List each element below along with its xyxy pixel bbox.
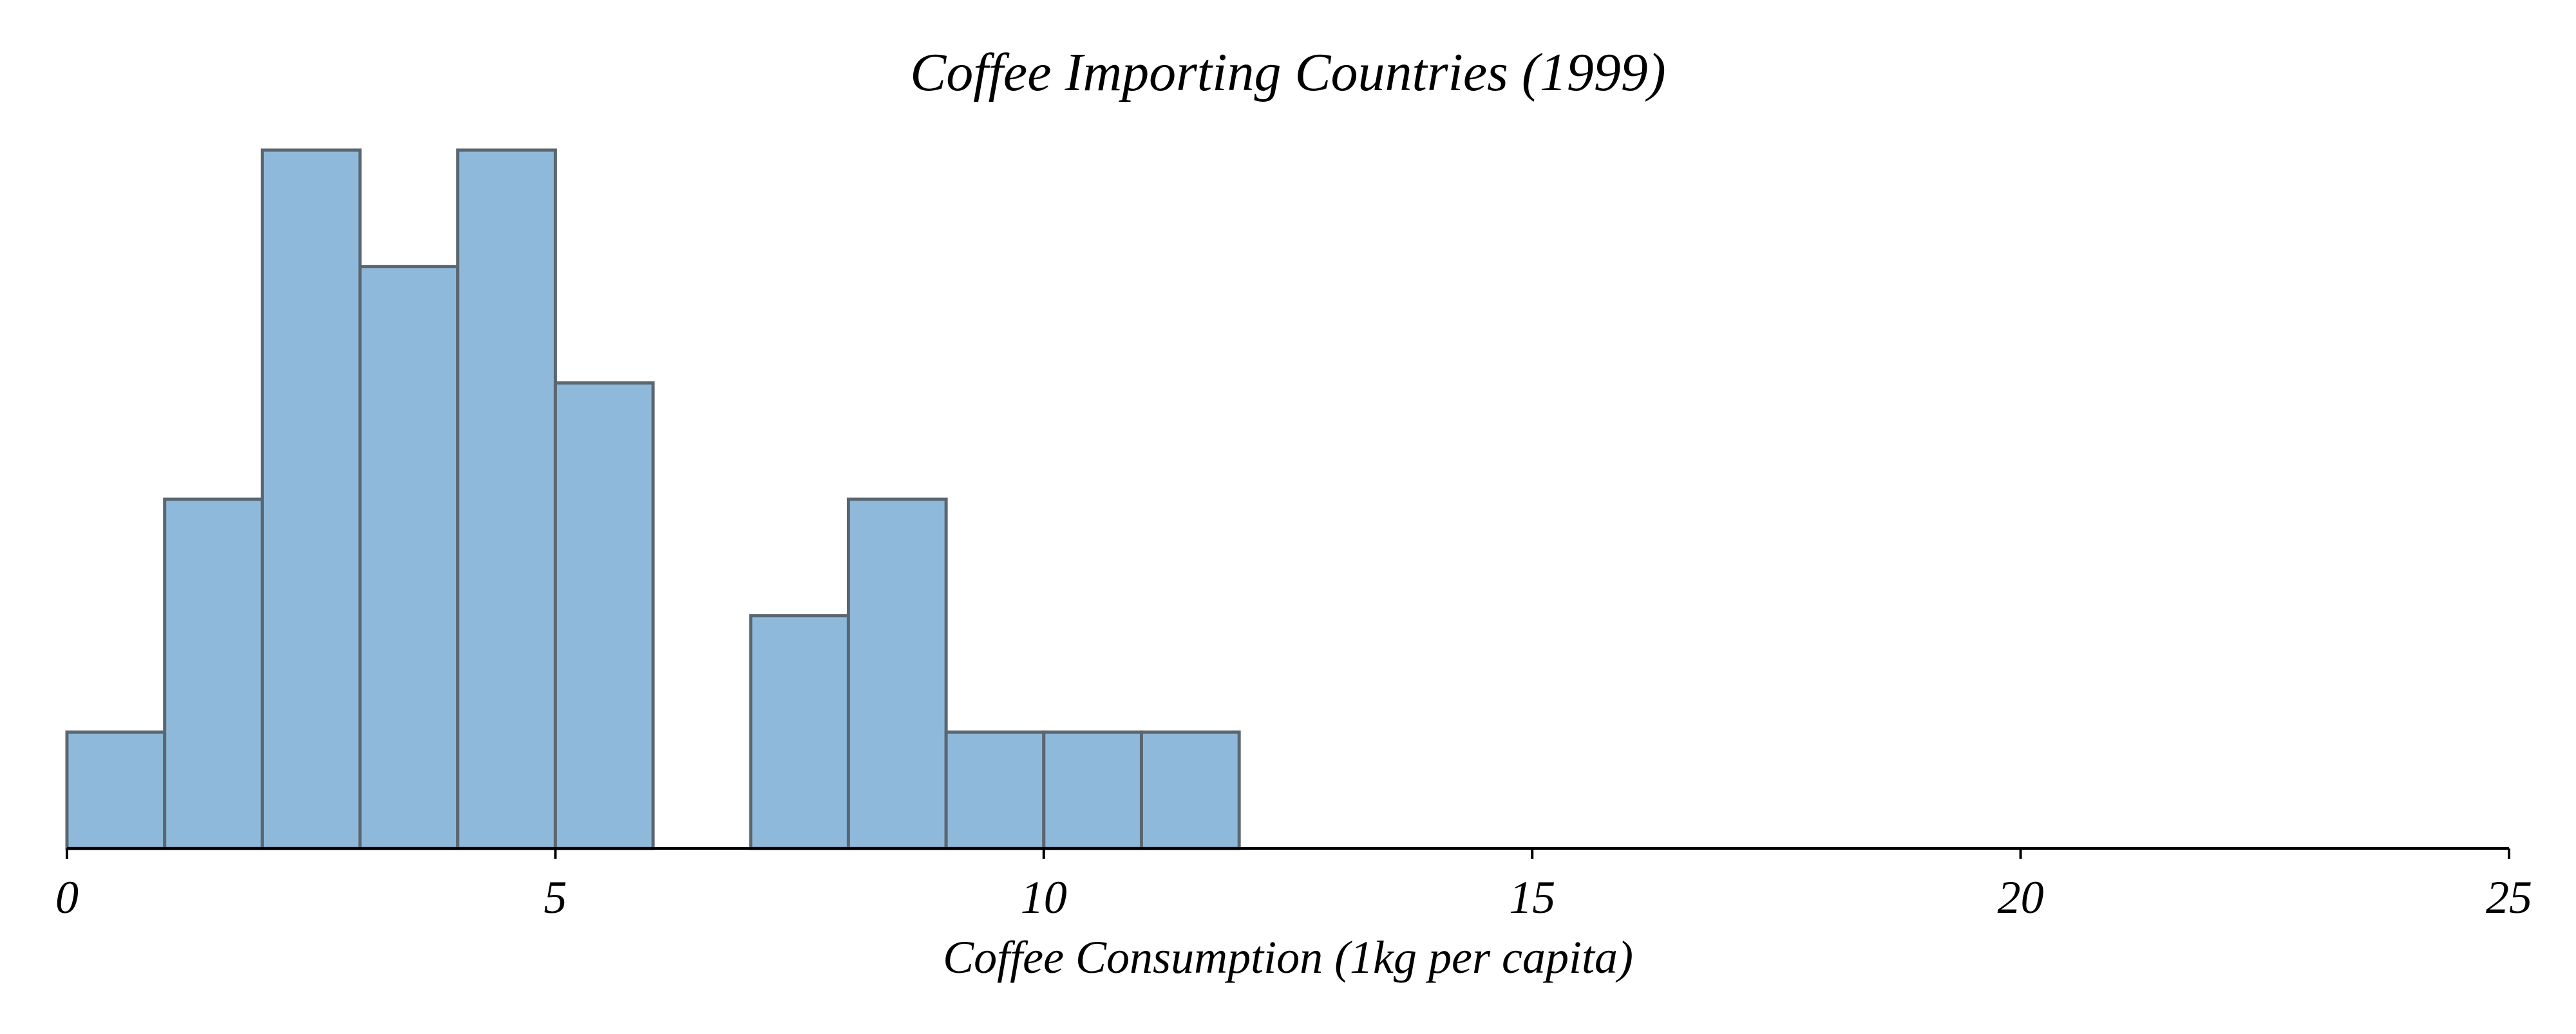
bars-group xyxy=(65,148,1241,850)
histogram-bar-9 xyxy=(944,730,1046,850)
histogram-bar-7 xyxy=(749,614,850,850)
histogram-bar-4 xyxy=(456,148,557,850)
x-tick-label-2: 10 xyxy=(1021,872,1067,923)
x-ticks-group: 0 5 10 15 20 25 xyxy=(55,848,2532,923)
x-tick-label-4: 20 xyxy=(1998,872,2044,923)
x-tick-label-5: 25 xyxy=(2486,872,2532,923)
chart-title: Coffee Importing Countries (1999) xyxy=(910,43,1666,102)
histogram-bar-8 xyxy=(846,497,948,850)
x-axis-label: Coffee Consumption (1kg per capita) xyxy=(943,932,1633,983)
histogram-bar-5 xyxy=(553,381,655,850)
x-tick-label-0: 0 xyxy=(55,872,79,923)
histogram-bar-10 xyxy=(1042,730,1143,850)
x-tick-label-1: 5 xyxy=(544,872,567,923)
histogram-bar-11 xyxy=(1139,730,1241,850)
histogram-bar-0 xyxy=(65,730,167,850)
histogram-bar-2 xyxy=(260,148,362,850)
histogram-bar-1 xyxy=(163,497,264,850)
x-tick-label-3: 15 xyxy=(1509,872,1555,923)
histogram-bar-3 xyxy=(358,265,460,850)
